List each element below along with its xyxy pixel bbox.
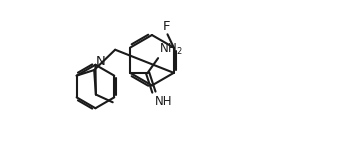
Text: F: F: [162, 20, 170, 33]
Text: NH$_2$: NH$_2$: [159, 42, 183, 57]
Text: N: N: [95, 55, 105, 68]
Text: NH: NH: [155, 95, 173, 108]
